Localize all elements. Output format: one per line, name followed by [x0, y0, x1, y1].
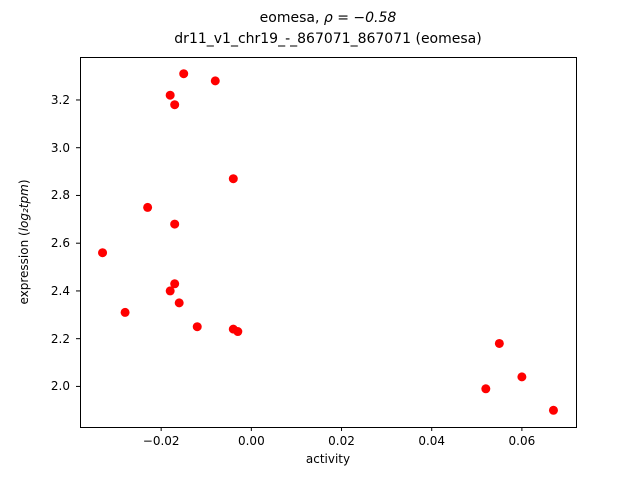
data-point [548, 405, 558, 415]
x-axis-label: activity [305, 452, 351, 466]
title-rho-symbol: ρ [323, 10, 333, 26]
data-point [165, 90, 175, 100]
chart-title-line2: dr11_v1_chr19_-_867071_867071 (eomesa) [174, 31, 482, 47]
data-point [120, 307, 130, 317]
data-point [481, 384, 491, 394]
y-axis-label: expression (log₂tpm) [17, 179, 31, 304]
data-point [170, 219, 180, 229]
data-point [143, 202, 153, 212]
x-tick-label: 0.02 [328, 434, 355, 448]
data-point [233, 327, 243, 337]
y-tick-label: 2.2 [50, 331, 70, 346]
data-point [170, 279, 180, 289]
y-tick-label: 3.0 [50, 140, 70, 155]
title-gene-name: eomesa, [259, 10, 324, 26]
x-tick-label: −0.02 [142, 434, 180, 448]
data-point [170, 100, 180, 110]
y-axis-label-close: ) [17, 179, 31, 185]
data-point [174, 298, 184, 308]
x-tick-label: 0.00 [237, 434, 265, 448]
y-tick-label: 3.2 [50, 92, 70, 107]
data-point [179, 69, 189, 79]
y-axis-label-math: log₂tpm [17, 184, 31, 232]
data-point [517, 372, 527, 382]
axes-frame [80, 57, 577, 428]
x-tick-label: 0.04 [418, 434, 446, 448]
data-point [228, 174, 238, 184]
data-point [192, 322, 202, 332]
data-point [98, 248, 108, 258]
y-tick-label: 2.8 [50, 188, 70, 203]
y-tick-label: 2.4 [50, 283, 70, 298]
chart-title: eomesa, ρ = −0.58 dr11_v1_chr19_-_867071… [80, 8, 576, 50]
x-tick-label: 0.06 [508, 434, 536, 448]
y-tick-label: 2.6 [50, 236, 70, 251]
data-point [494, 338, 504, 348]
y-tick-label: 2.0 [50, 379, 70, 394]
title-rho-value: = −0.58 [332, 10, 397, 26]
data-point [165, 286, 175, 296]
chart-title-line1: eomesa, ρ = −0.58 [80, 8, 576, 29]
y-axis-label-text: expression ( [17, 231, 31, 305]
data-point [210, 76, 220, 86]
